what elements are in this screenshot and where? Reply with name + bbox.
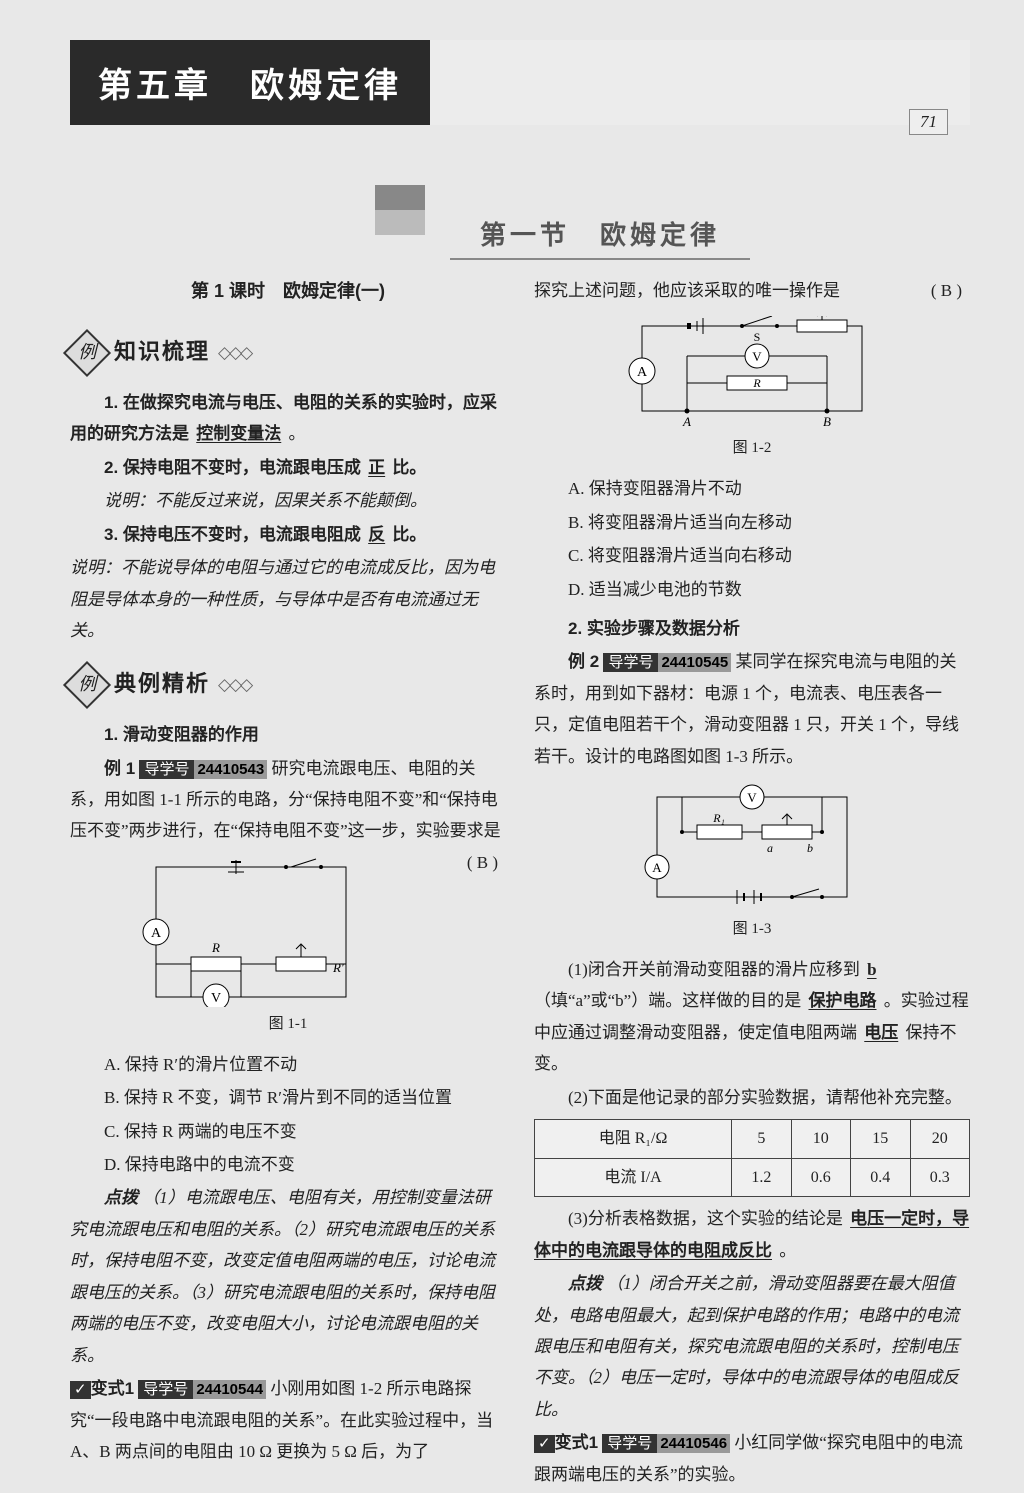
study-code-tag: 导学号 <box>603 653 658 672</box>
left-column: 第 1 课时 欧姆定律(一) 例 知识梳理 ◇◇◇ 1. 在做探究电流与电压、电… <box>70 275 506 1493</box>
options: A. 保持 R′的滑片位置不动 B. 保持 R 不变，调节 R′滑片到不同的适当… <box>70 1049 506 1181</box>
text: 1. 在做探究电流与电压、电阻的关系的实验时，应采用的研究方法是 控制变量法 。 <box>70 387 506 450</box>
decoration-block <box>375 185 425 235</box>
svg-text:R′: R′ <box>332 960 344 975</box>
dianbo: 点拨 （1）闭合开关之前，滑动变阻器要在最大阻值处，电路电阻最大，起到保护电路的… <box>534 1268 970 1425</box>
block-title: 典例精析 <box>114 664 210 705</box>
dianbo: 点拨 （1）电流跟电压、电阻有关，用控制变量法研究电流跟电压和电阻的关系。（2）… <box>70 1182 506 1371</box>
study-code-tag: 导学号 <box>139 760 194 779</box>
study-code: 24410545 <box>658 653 731 672</box>
right-column: 探究上述问题，他应该采取的唯一操作是 ( B ) S <box>534 275 970 1493</box>
svg-text:V: V <box>211 991 221 1006</box>
figure-caption: 图 1-1 <box>70 1011 506 1039</box>
variant-1: ✓变式1 导学号24410546 小红同学做“探究电阻中的电流跟两端电压的关系”… <box>534 1427 970 1490</box>
note: 说明：不能反过来说，因果关系不能颠倒。 <box>70 485 506 516</box>
block-title: 知识梳理 <box>114 332 210 373</box>
svg-text:V: V <box>747 790 757 805</box>
diamond-tail-icon: ◇◇◇ <box>218 669 251 700</box>
study-code-tag: 导学号 <box>138 1380 193 1399</box>
block-zhishi: 例 知识梳理 ◇◇◇ <box>70 332 506 373</box>
svg-text:B: B <box>823 414 831 429</box>
q2: (2)下面是他记录的部分实验数据，请帮他补充完整。 <box>534 1082 970 1113</box>
svg-text:V: V <box>752 349 762 364</box>
check-icon: ✓ <box>534 1435 555 1453</box>
diamond-icon: 例 <box>63 661 111 709</box>
svg-text:A: A <box>652 860 662 875</box>
study-code: 24410543 <box>194 760 267 779</box>
study-code: 24410544 <box>193 1380 266 1399</box>
svg-text:b: b <box>807 841 813 855</box>
svg-text:A: A <box>151 926 162 941</box>
svg-text:R: R <box>752 376 761 390</box>
figure-caption: 图 1-2 <box>534 435 970 463</box>
example-1: 例 1 导学号24410543 研究电流跟电压、电阻的关系，用如图 1-1 所示… <box>70 753 506 847</box>
subhead: 2. 实验步骤及数据分析 <box>534 613 970 644</box>
figure-1-3: V R₁ a b A <box>534 782 970 944</box>
diamond-icon: 例 <box>63 329 111 377</box>
figure-1-2: S A V R <box>534 316 970 463</box>
lesson-title: 第 1 课时 欧姆定律(一) <box>70 275 506 308</box>
diamond-tail-icon: ◇◇◇ <box>218 337 251 368</box>
subhead: 1. 滑动变阻器的作用 <box>70 719 506 750</box>
study-code: 24410546 <box>657 1434 730 1453</box>
answer: ( B ) <box>433 847 498 878</box>
section-title: 第一节 欧姆定律 <box>450 215 750 260</box>
data-table: 电阻 R₁/Ω 5 10 15 20 电流 I/A 1.2 0.6 0.4 0.… <box>534 1119 970 1197</box>
figure-caption: 图 1-3 <box>534 916 970 944</box>
figure-1-1: A R R′ V <box>70 857 506 1039</box>
q3: (3)分析表格数据，这个实验的结论是 电压一定时，导体中的电流跟导体的电阻成反比… <box>534 1203 970 1266</box>
q1: (1)闭合开关前滑动变阻器的滑片应移到 b （填“a”或“b”）端。这样做的目的… <box>534 954 970 1080</box>
text: 2. 保持电阻不变时，电流跟电压成 正 比。 <box>70 452 506 483</box>
options: A. 保持变阻器滑片不动 B. 将变阻器滑片适当向左移动 C. 将变阻器滑片适当… <box>534 473 970 605</box>
answer: ( B ) <box>931 275 962 306</box>
page-number: 71 <box>909 109 948 135</box>
check-icon: ✓ <box>70 1381 91 1399</box>
svg-text:A: A <box>682 414 691 429</box>
svg-text:R: R <box>211 940 220 955</box>
svg-text:A: A <box>637 365 648 380</box>
example-2: 例 2 导学号24410545 某同学在探究电流与电阻的关系时，用到如下器材：电… <box>534 646 970 772</box>
svg-text:R₁: R₁ <box>712 811 725 825</box>
block-dianli: 例 典例精析 ◇◇◇ <box>70 664 506 705</box>
study-code-tag: 导学号 <box>602 1434 657 1453</box>
svg-text:a: a <box>767 841 773 855</box>
text: 3. 保持电压不变时，电流跟电阻成 反 比。 <box>70 519 506 550</box>
svg-text:S: S <box>754 330 761 344</box>
text: 探究上述问题，他应该采取的唯一操作是 ( B ) <box>534 275 970 306</box>
chapter-banner: 第五章 欧姆定律 <box>70 40 430 125</box>
note: 说明：不能说导体的电阻与通过它的电流成反比，因为电阻是导体本身的一种性质，与导体… <box>70 552 506 646</box>
variant-1: ✓变式1 导学号24410544 小刚用如图 1-2 所示电路探究“一段电路中电… <box>70 1373 506 1468</box>
